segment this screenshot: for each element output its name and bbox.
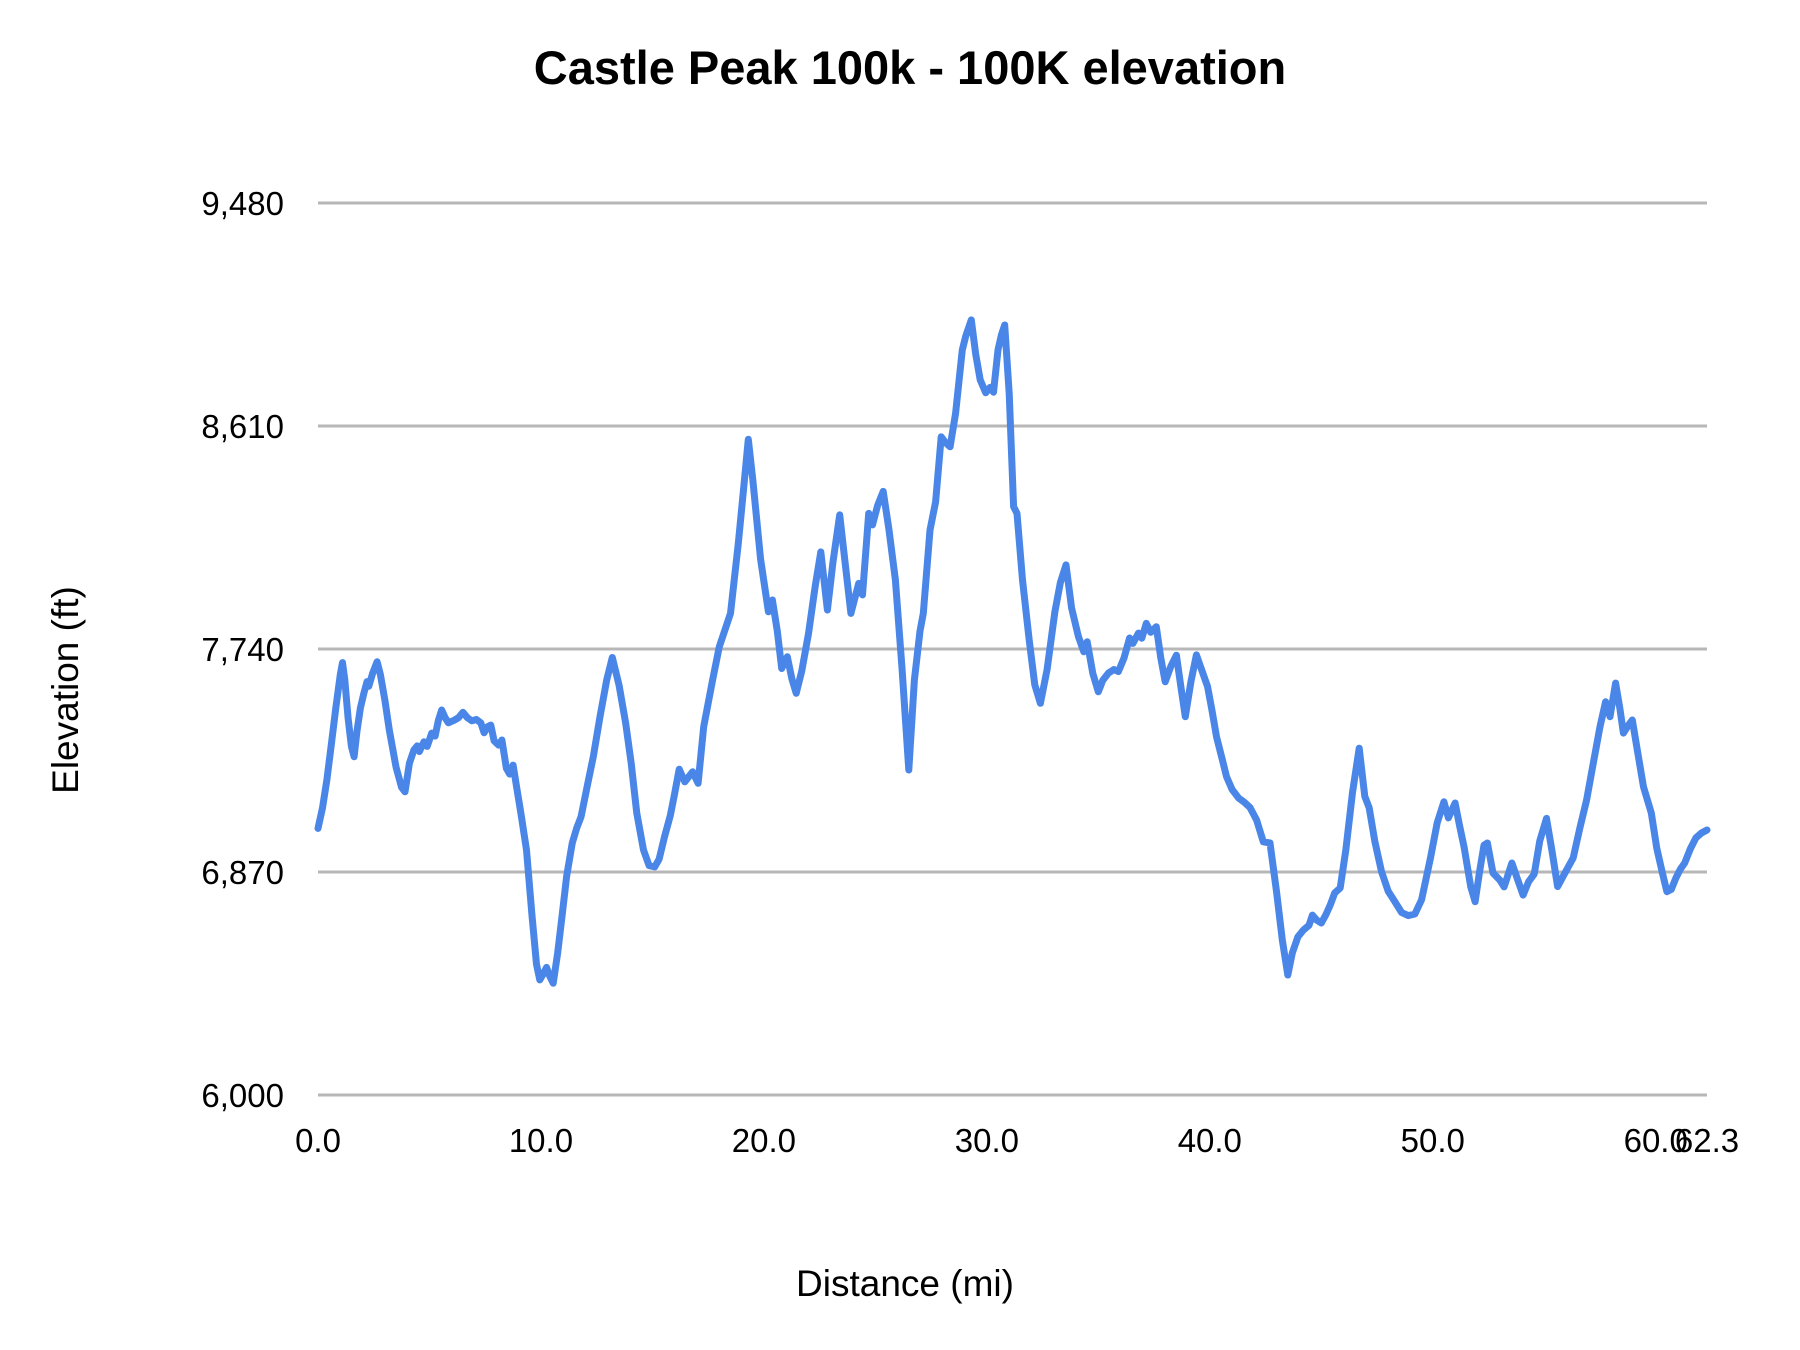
x-tick-label: 40.0 — [1178, 1122, 1242, 1159]
y-tick-label: 6,870 — [201, 854, 284, 891]
x-axis-title: Distance (mi) — [796, 1263, 1014, 1304]
x-tick-label: 10.0 — [509, 1122, 573, 1159]
x-axis-tick-labels: 0.0 10.0 20.0 30.0 40.0 50.0 60.062.3 — [295, 1122, 1739, 1159]
elevation-line — [314, 316, 1711, 987]
y-tick-label: 9,480 — [201, 185, 284, 222]
x-tick-label: 50.0 — [1401, 1122, 1465, 1159]
x-tick-label: 20.0 — [732, 1122, 796, 1159]
x-tick-label: 30.0 — [955, 1122, 1019, 1159]
y-axis-tick-labels: 6,000 6,870 7,740 8,610 9,480 — [201, 185, 284, 1114]
x-tick-label: 60.0 — [1624, 1122, 1688, 1159]
y-tick-label: 7,740 — [201, 631, 284, 668]
x-tick-label: 62.3 — [1675, 1122, 1739, 1159]
y-tick-label: 6,000 — [201, 1077, 284, 1114]
x-tick-label: 0.0 — [295, 1122, 341, 1159]
chart-title: Castle Peak 100k - 100K elevation — [534, 41, 1286, 94]
y-tick-label: 8,610 — [201, 408, 284, 445]
gridlines — [318, 201, 1707, 1097]
y-axis-title: Elevation (ft) — [45, 586, 86, 794]
